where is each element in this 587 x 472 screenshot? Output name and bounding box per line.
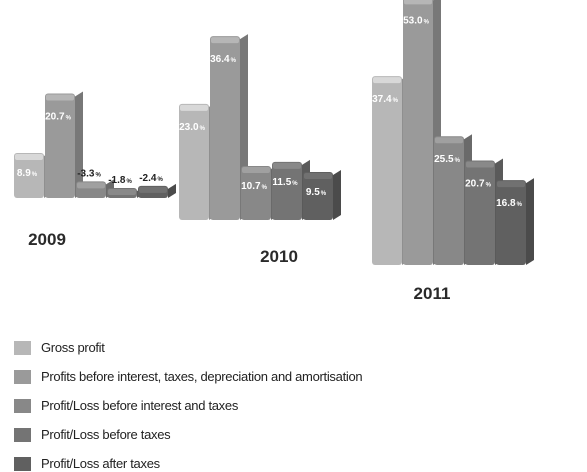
bar-side — [526, 178, 534, 265]
legend-item: Profit/Loss after taxes — [14, 449, 362, 472]
bar — [372, 76, 402, 265]
data-label-unit: % — [517, 202, 523, 208]
bar-highlight — [242, 166, 270, 173]
data-label: -2.4% — [139, 173, 163, 184]
bar — [303, 172, 333, 220]
bar — [45, 93, 75, 198]
legend-swatch — [14, 398, 31, 413]
bar-chart: 2009 8.9% 20.7% -3.3% -1.8% -2.4% 2010 23.0% 36.… — [14, 0, 534, 303]
bar-highlight — [273, 162, 301, 169]
data-label-unit: % — [393, 98, 399, 104]
data-label: 37.4% — [372, 94, 398, 105]
data-label: 53.0% — [403, 15, 429, 26]
legend: Gross profit Profits before interest, ta… — [14, 333, 363, 472]
category-label: 2009 — [28, 230, 66, 249]
data-label-unit: % — [486, 182, 492, 188]
category-label: 2011 — [414, 284, 451, 303]
bar-side — [168, 183, 176, 198]
bar-highlight — [304, 173, 332, 180]
data-label-unit: % — [200, 126, 206, 132]
bar — [14, 153, 44, 198]
bar — [434, 136, 464, 265]
legend-label: Gross profit — [41, 340, 105, 355]
data-label: 23.0% — [179, 122, 205, 133]
data-label: 20.7% — [45, 111, 71, 122]
data-label-unit: % — [455, 158, 461, 164]
bar-highlight — [77, 182, 105, 189]
legend-item: Profit/Loss before taxes — [14, 420, 362, 449]
bar-highlight — [404, 0, 432, 5]
category-label: 2010 — [260, 247, 298, 266]
data-label-unit: % — [262, 185, 268, 191]
data-label: -1.8% — [108, 175, 132, 186]
legend-item: Profit/Loss before interest and taxes — [14, 391, 362, 420]
bar — [241, 165, 271, 220]
data-label-unit: % — [321, 191, 327, 197]
data-label: 25.5% — [434, 154, 460, 165]
data-label-unit: % — [32, 172, 38, 178]
legend-label: Profit/Loss after taxes — [41, 456, 160, 471]
data-label-unit: % — [126, 179, 132, 185]
bar-highlight — [180, 104, 208, 111]
data-label-unit: % — [231, 58, 237, 64]
bar-highlight — [139, 186, 167, 193]
bar-highlight — [373, 77, 401, 84]
data-label: 16.8% — [496, 198, 522, 209]
data-label: 8.9% — [17, 168, 38, 179]
legend-swatch — [14, 427, 31, 442]
data-label-unit: % — [157, 177, 163, 183]
bar — [272, 161, 302, 220]
legend-item: Gross profit — [14, 333, 362, 362]
legend-swatch — [14, 340, 31, 355]
data-label: -3.3% — [77, 168, 101, 179]
data-label-unit: % — [424, 19, 430, 25]
bar — [496, 180, 526, 265]
data-label: 20.7% — [465, 178, 491, 189]
bar-side — [333, 170, 341, 220]
data-label-unit: % — [95, 172, 101, 178]
bar-highlight — [211, 37, 239, 44]
data-label: 36.4% — [210, 54, 236, 65]
data-label: 11.5% — [272, 177, 298, 188]
data-label-unit: % — [66, 115, 72, 121]
bar-highlight — [15, 154, 43, 161]
bar — [403, 0, 433, 265]
bar-highlight — [435, 137, 463, 144]
bar — [210, 36, 240, 221]
legend-swatch — [14, 369, 31, 384]
legend-label: Profit/Loss before interest and taxes — [41, 398, 239, 413]
bar-highlight — [466, 161, 494, 168]
bar-highlight — [497, 181, 525, 188]
bar — [179, 103, 209, 220]
data-label-unit: % — [292, 181, 298, 187]
legend-item: Profits before interest, taxes, deprecia… — [14, 362, 363, 391]
legend-swatch — [14, 456, 31, 471]
bar-highlight — [108, 189, 136, 195]
bar-highlight — [46, 94, 74, 101]
bar-side — [75, 91, 83, 198]
bar — [465, 160, 495, 265]
data-label: 10.7% — [241, 181, 267, 192]
legend-label: Profit/Loss before taxes — [41, 427, 171, 442]
legend-label: Profits before interest, taxes, deprecia… — [41, 369, 363, 384]
data-label: 9.5% — [306, 187, 327, 198]
